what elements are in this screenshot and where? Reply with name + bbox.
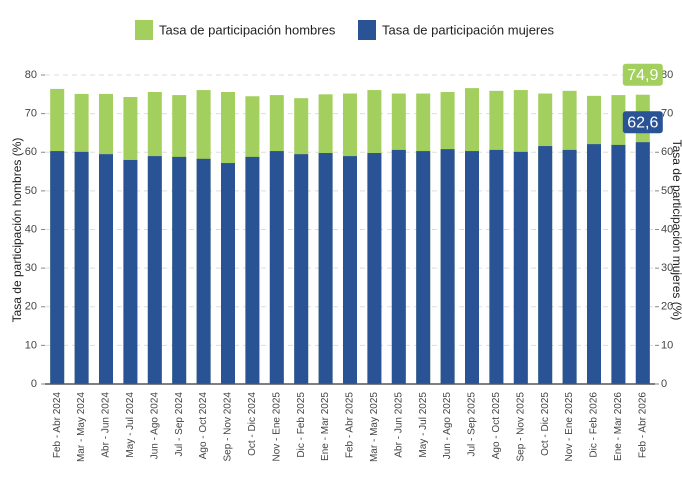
- x-tick-label: Oct - Dic 2024: [247, 392, 258, 456]
- bar: [587, 144, 601, 384]
- x-tick-label: Ene - Mar 2025: [320, 392, 331, 461]
- bar: [562, 149, 577, 384]
- y-tick-label: 10: [25, 339, 37, 351]
- value-label-box: [622, 111, 663, 134]
- x-tick-label: Dic - Feb 2025: [296, 392, 307, 458]
- x-tick-label: Jun - Ago 2025: [442, 392, 453, 460]
- bar: [489, 149, 504, 384]
- bar: [50, 151, 65, 384]
- bar: [440, 149, 455, 384]
- y2-tick-label: 30: [661, 262, 673, 274]
- bar: [147, 156, 162, 384]
- legend-label: Tasa de participación mujeres: [382, 22, 554, 37]
- x-tick-label: Mar - May 2024: [76, 392, 87, 462]
- bar: [416, 151, 431, 384]
- x-tick-label: Nov - Ene 2025: [564, 392, 575, 462]
- y-tick-label: 20: [25, 301, 37, 313]
- bar: [367, 153, 382, 384]
- x-tick-label: Dic - Feb 2026: [589, 392, 600, 458]
- bar: [172, 156, 187, 384]
- value-label: 62,6: [627, 114, 658, 131]
- bar: [74, 151, 89, 384]
- legend-swatch: [135, 20, 153, 40]
- x-tick-label: May - Jul 2025: [418, 392, 429, 458]
- bar: [196, 158, 211, 384]
- x-tick-label: Feb - Abr 2024: [52, 392, 63, 459]
- y2-tick-label: 20: [661, 301, 673, 313]
- y-tick-label: 60: [25, 146, 37, 158]
- x-tick-label: Ago - Oct 2025: [491, 392, 502, 460]
- bar: [245, 156, 260, 384]
- bar: [635, 142, 650, 384]
- y-tick-label: 70: [25, 108, 37, 120]
- bar: [123, 159, 138, 384]
- y2-tick-label: 10: [661, 339, 673, 351]
- y-tick-label: 50: [25, 185, 37, 197]
- y-tick-label: 80: [25, 69, 37, 81]
- y2-tick-label: 0: [661, 378, 667, 390]
- bar: [465, 151, 479, 384]
- x-tick-label: Jul - Sep 2024: [174, 392, 185, 457]
- x-tick-label: Feb - Abr 2026: [637, 392, 648, 459]
- value-label-box: [622, 63, 663, 86]
- y-tick-label: 30: [25, 262, 37, 274]
- x-tick-label: Abr - Jun 2024: [101, 392, 112, 458]
- x-tick-label: May - Jul 2024: [125, 392, 136, 458]
- bar: [269, 151, 284, 384]
- legend-swatch: [358, 20, 376, 40]
- x-tick-label: Mar - May 2025: [369, 392, 380, 462]
- bar: [221, 163, 235, 384]
- y2-tick-label: 80: [661, 69, 673, 81]
- bar: [391, 149, 406, 384]
- x-tick-label: Abr - Jun 2025: [393, 392, 404, 458]
- y-axis-label: Tasa de participación hombres (%): [10, 138, 24, 323]
- x-tick-label: Sep - Nov 2024: [223, 392, 234, 462]
- bar: [294, 154, 309, 384]
- y2-tick-label: 70: [661, 108, 673, 120]
- bar: [318, 153, 333, 384]
- x-tick-label: Feb - Abr 2025: [345, 392, 356, 459]
- legend-label: Tasa de participación hombres: [159, 22, 336, 37]
- bar: [343, 156, 357, 384]
- y-tick-label: 0: [31, 378, 37, 390]
- x-tick-label: Nov - Ene 2025: [271, 392, 282, 462]
- x-tick-label: Oct - Dic 2025: [540, 392, 551, 456]
- bar: [611, 144, 626, 384]
- x-tick-label: Ene - Mar 2026: [613, 392, 624, 461]
- bar: [513, 151, 528, 384]
- y2-axis-label: Tasa de participación mujeres (%): [670, 140, 682, 321]
- y2-tick-label: 40: [661, 223, 673, 235]
- value-label: 74,9: [627, 67, 658, 84]
- x-tick-label: Jun - Ago 2024: [149, 392, 160, 460]
- x-tick-label: Ago - Oct 2024: [198, 392, 209, 460]
- bar: [538, 146, 553, 384]
- x-tick-label: Jul - Sep 2025: [467, 392, 478, 457]
- x-tick-label: Sep - Nov 2025: [515, 392, 526, 462]
- y2-tick-label: 50: [661, 185, 673, 197]
- bar: [99, 154, 113, 384]
- y2-tick-label: 60: [661, 146, 673, 158]
- y-tick-label: 40: [25, 223, 37, 235]
